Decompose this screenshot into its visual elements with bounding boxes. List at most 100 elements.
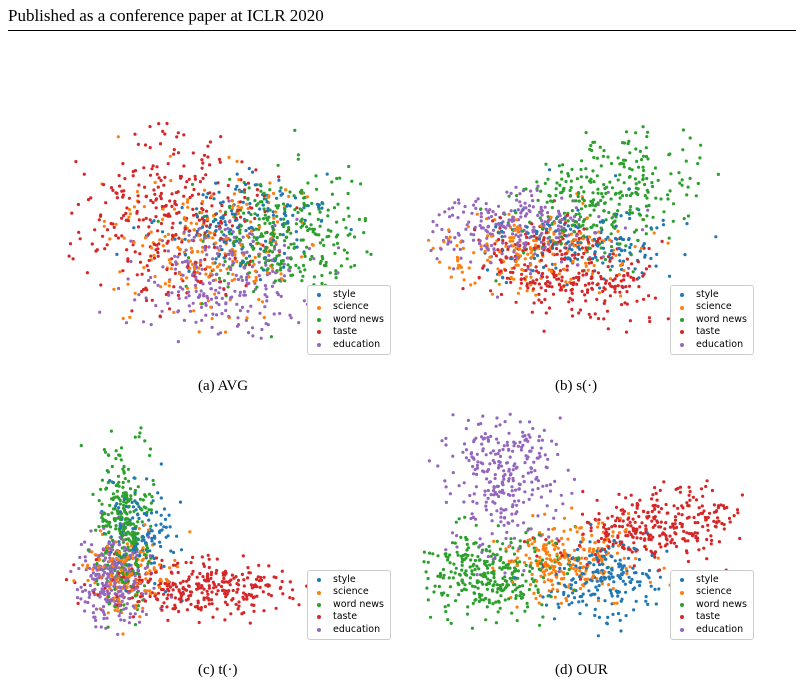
point-word-news <box>314 233 319 237</box>
point-science <box>532 591 536 595</box>
point-style <box>638 583 642 588</box>
point-education <box>129 259 133 264</box>
point-taste <box>217 224 222 228</box>
point-taste <box>559 288 564 292</box>
point-word-news <box>519 590 523 594</box>
point-style <box>291 213 295 217</box>
point-word-news <box>634 228 638 232</box>
point-word-news <box>527 587 531 592</box>
point-education <box>509 218 514 222</box>
point-word-news <box>568 194 572 198</box>
point-taste <box>595 283 599 287</box>
point-education <box>501 483 505 487</box>
point-taste <box>532 301 536 305</box>
point-style <box>621 543 625 547</box>
point-word-news <box>258 235 262 239</box>
point-style <box>614 174 618 178</box>
point-education <box>480 550 484 554</box>
point-education <box>475 452 479 456</box>
point-style <box>588 540 592 544</box>
point-word-news <box>282 217 286 221</box>
point-education <box>597 215 601 219</box>
point-education <box>431 230 435 234</box>
point-education <box>443 479 447 483</box>
point-word-news <box>128 510 132 514</box>
point-word-news <box>699 143 703 147</box>
point-taste <box>481 266 485 270</box>
point-education <box>101 605 106 609</box>
point-education <box>167 293 171 297</box>
point-style <box>221 200 225 204</box>
point-taste <box>147 232 151 236</box>
point-word-news <box>468 581 472 585</box>
point-word-news <box>438 575 442 579</box>
point-word-news <box>144 506 148 510</box>
point-taste <box>587 312 591 316</box>
point-word-news <box>136 537 140 541</box>
legend-label: word news <box>696 313 747 325</box>
point-science <box>274 210 278 214</box>
point-education <box>435 223 439 227</box>
point-taste <box>640 521 644 525</box>
point-word-news <box>300 217 304 221</box>
point-education <box>471 238 476 242</box>
point-taste <box>246 566 250 570</box>
point-education <box>276 293 280 297</box>
point-taste <box>179 600 183 604</box>
point-taste <box>166 593 170 597</box>
point-taste <box>230 598 234 602</box>
point-education <box>228 249 232 253</box>
point-science <box>622 556 626 560</box>
point-education <box>487 216 491 220</box>
point-education <box>173 254 177 258</box>
point-word-news <box>641 218 646 222</box>
point-word-news <box>292 246 296 250</box>
legend-item-education: education <box>314 339 384 351</box>
point-style <box>591 257 595 261</box>
point-taste <box>597 512 601 516</box>
point-style <box>136 513 140 517</box>
point-science <box>91 567 95 572</box>
point-education <box>444 235 448 239</box>
point-style <box>525 225 529 229</box>
point-word-news <box>592 155 596 160</box>
point-education <box>210 325 214 329</box>
point-word-news <box>279 266 283 270</box>
point-taste <box>246 576 250 580</box>
point-word-news <box>258 183 263 187</box>
point-science <box>168 261 172 265</box>
point-taste <box>602 547 606 551</box>
legend-item-taste: taste <box>314 611 384 623</box>
point-style <box>619 629 623 633</box>
point-word-news <box>524 187 528 191</box>
point-word-news <box>283 239 287 243</box>
point-word-news <box>630 191 634 195</box>
point-word-news <box>533 550 537 554</box>
point-education <box>129 239 133 243</box>
point-word-news <box>622 165 626 169</box>
point-education <box>242 251 246 255</box>
point-style <box>306 204 310 208</box>
point-science <box>634 557 638 561</box>
point-taste <box>678 485 683 489</box>
point-science <box>442 240 446 244</box>
point-word-news <box>328 271 332 275</box>
point-taste <box>204 173 208 177</box>
point-taste <box>681 506 685 510</box>
point-education <box>464 227 468 231</box>
point-science <box>552 232 556 236</box>
point-education <box>462 442 467 446</box>
point-science <box>253 269 257 273</box>
point-taste <box>167 582 171 587</box>
point-word-news <box>499 594 503 598</box>
point-taste <box>144 298 149 303</box>
point-style <box>279 217 283 221</box>
point-taste <box>620 303 624 307</box>
point-word-news <box>251 259 255 263</box>
point-word-news <box>501 582 505 587</box>
point-taste <box>547 306 552 310</box>
point-style <box>494 225 498 229</box>
point-style <box>611 612 615 616</box>
point-style <box>264 239 268 243</box>
point-taste <box>543 297 547 302</box>
